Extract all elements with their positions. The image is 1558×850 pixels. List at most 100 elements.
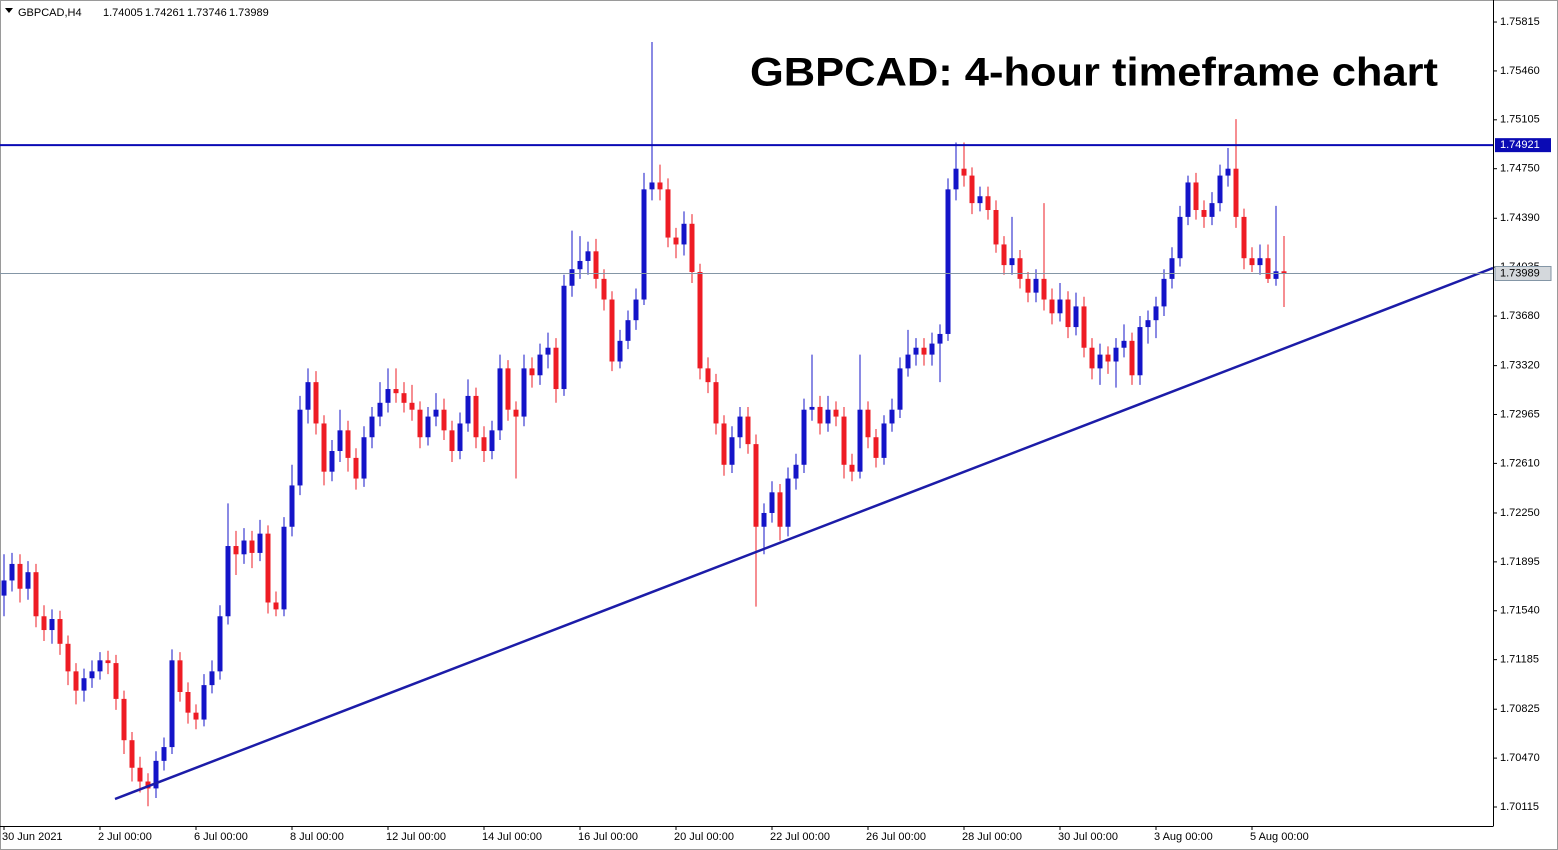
candle-body bbox=[593, 251, 599, 279]
y-tick-label: 1.73680 bbox=[1500, 310, 1540, 322]
candle-body bbox=[769, 492, 775, 513]
candle-body bbox=[401, 393, 407, 403]
candle-body bbox=[321, 423, 327, 472]
candle-body bbox=[641, 189, 647, 300]
candle-body bbox=[337, 430, 343, 452]
candle-body bbox=[313, 382, 319, 424]
candle-body bbox=[1249, 258, 1255, 266]
candle-body bbox=[1113, 347, 1119, 362]
candle-body bbox=[41, 616, 47, 631]
candle-body bbox=[929, 343, 935, 355]
candle-body bbox=[865, 409, 871, 438]
candle-body bbox=[1193, 182, 1199, 211]
candle-body bbox=[25, 572, 31, 589]
candle-body bbox=[1073, 306, 1079, 328]
candle-body bbox=[721, 423, 727, 465]
candle-body bbox=[913, 347, 919, 355]
y-tick-label: 1.75105 bbox=[1500, 114, 1540, 126]
y-tick-label: 1.74750 bbox=[1500, 163, 1540, 175]
candle-body bbox=[713, 382, 719, 424]
candle-body bbox=[73, 671, 79, 691]
candle-body bbox=[185, 692, 191, 713]
candle-body bbox=[1257, 258, 1263, 266]
candle-body bbox=[9, 563, 15, 581]
candle-body bbox=[817, 406, 823, 424]
candle-body bbox=[289, 485, 295, 527]
candle-body bbox=[161, 747, 167, 761]
candle-body bbox=[129, 740, 135, 768]
candle-body bbox=[673, 237, 679, 245]
candle-body bbox=[625, 320, 631, 341]
candle-body bbox=[201, 685, 207, 720]
y-tick-label: 1.70470 bbox=[1500, 752, 1540, 764]
candle-body bbox=[697, 271, 703, 369]
chart-title: GBPCAD: 4-hour timeframe chart bbox=[750, 51, 1438, 95]
x-tick-label: 30 Jun 2021 bbox=[2, 831, 63, 843]
candle-body bbox=[481, 437, 487, 452]
candle-body bbox=[457, 423, 463, 452]
candle-body bbox=[785, 478, 791, 527]
candle-body bbox=[65, 643, 71, 672]
candle-body bbox=[601, 278, 607, 300]
candle-body bbox=[993, 210, 999, 245]
candle-body bbox=[1185, 182, 1191, 217]
candle-body bbox=[81, 678, 87, 691]
candle-body bbox=[121, 698, 127, 741]
header-high: 1.74261 bbox=[145, 7, 185, 19]
candle-body bbox=[761, 512, 767, 527]
y-tick-label: 1.71185 bbox=[1500, 654, 1539, 666]
x-tick-label: 16 Jul 00:00 bbox=[578, 831, 638, 843]
candle-body bbox=[97, 660, 103, 672]
candle-body bbox=[985, 196, 991, 211]
candle-body bbox=[873, 437, 879, 458]
candle-body bbox=[377, 402, 383, 417]
trend-line bbox=[114, 266, 1494, 801]
x-tick-label: 8 Jul 00:00 bbox=[290, 831, 344, 843]
candle-body bbox=[889, 409, 895, 424]
y-tick-label: 1.75815 bbox=[1500, 16, 1540, 28]
candle-body bbox=[1105, 354, 1111, 362]
candle-body bbox=[257, 533, 263, 553]
candle-body bbox=[689, 223, 695, 272]
candle-body bbox=[1017, 258, 1023, 279]
candle-body bbox=[1049, 299, 1055, 314]
candle-body bbox=[977, 196, 983, 204]
last-price-label: 1.73989 bbox=[1500, 267, 1540, 279]
candle-body bbox=[177, 660, 183, 693]
candle-body bbox=[361, 437, 367, 479]
x-tick-label: 30 Jul 00:00 bbox=[1058, 831, 1118, 843]
candle-body bbox=[537, 354, 543, 376]
x-tick-label: 3 Aug 00:00 bbox=[1154, 831, 1213, 843]
candle-body bbox=[1089, 347, 1095, 369]
candle-body bbox=[553, 347, 559, 390]
candle-body bbox=[809, 406, 815, 410]
candle-body bbox=[193, 712, 199, 720]
candle-body bbox=[905, 354, 911, 369]
symbol: GBPCAD,H4 bbox=[18, 7, 82, 19]
candle-body bbox=[825, 409, 831, 424]
x-tick-label: 26 Jul 00:00 bbox=[866, 831, 926, 843]
candle-body bbox=[473, 395, 479, 438]
y-tick-label: 1.72250 bbox=[1500, 507, 1540, 519]
candle-body bbox=[529, 368, 535, 376]
candle-body bbox=[1137, 327, 1143, 376]
candle-body bbox=[617, 340, 623, 362]
y-tick-label: 1.70115 bbox=[1500, 801, 1539, 813]
y-tick-label: 1.73320 bbox=[1500, 360, 1540, 372]
candle-body bbox=[273, 602, 279, 610]
x-tick-label: 14 Jul 00:00 bbox=[482, 831, 542, 843]
candle-body bbox=[937, 333, 943, 344]
candle-body bbox=[225, 546, 231, 617]
candle-body bbox=[1233, 168, 1239, 217]
y-tick-label: 1.72610 bbox=[1500, 457, 1540, 469]
candle-body bbox=[681, 223, 687, 245]
candle-body bbox=[1129, 340, 1135, 376]
candle-body bbox=[633, 299, 639, 321]
candle-body bbox=[1033, 278, 1039, 293]
candle-body bbox=[113, 663, 119, 699]
y-tick-label: 1.71895 bbox=[1500, 556, 1540, 568]
candle-body bbox=[561, 285, 567, 390]
candle-body bbox=[1209, 203, 1215, 217]
candle-body bbox=[1, 580, 7, 596]
